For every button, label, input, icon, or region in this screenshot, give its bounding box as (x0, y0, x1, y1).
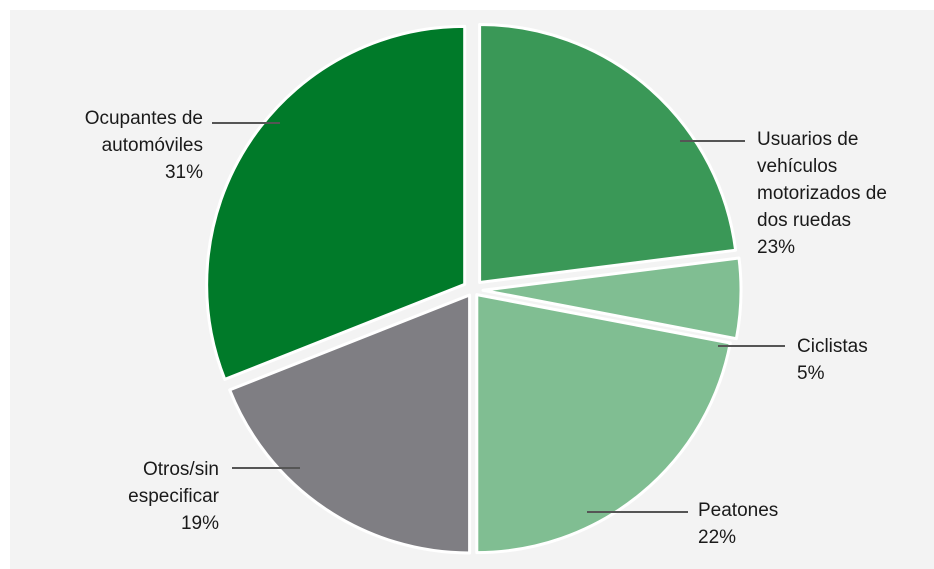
slice-name-pedestrians: Peatones (698, 500, 779, 521)
pie-slice-two-wheelers (478, 23, 738, 284)
slice-name-car-occupants: Ocupantes de automóviles (84, 108, 203, 156)
slice-percent-cyclists: 5% (797, 363, 825, 384)
pie-slice-cyclists (481, 256, 743, 341)
slice-label-other: Otros/sin especificar 19% (128, 456, 219, 537)
slice-percent-pedestrians: 22% (698, 527, 737, 548)
slice-percent-other: 19% (180, 513, 219, 534)
slice-label-two-wheelers: Usuarios de vehículos motorizados de dos… (757, 126, 887, 261)
slice-name-other: Otros/sin especificar (128, 459, 219, 507)
slice-name-two-wheelers: Usuarios de vehículos motorizados de dos… (757, 129, 887, 231)
pie-slice-pedestrians (475, 293, 732, 555)
chart-background (10, 10, 934, 569)
slice-label-car-occupants: Ocupantes de automóviles 31% (85, 105, 203, 186)
slice-label-cyclists: Ciclistas 5% (797, 333, 868, 387)
slice-label-pedestrians: Peatones 22% (698, 497, 778, 551)
pie-slice-other (228, 293, 472, 555)
slice-percent-two-wheelers: 23% (757, 237, 796, 258)
slice-name-cyclists: Ciclistas (797, 336, 868, 357)
pie-slice-car-occupants (205, 24, 467, 381)
slice-percent-car-occupants: 31% (164, 162, 203, 183)
